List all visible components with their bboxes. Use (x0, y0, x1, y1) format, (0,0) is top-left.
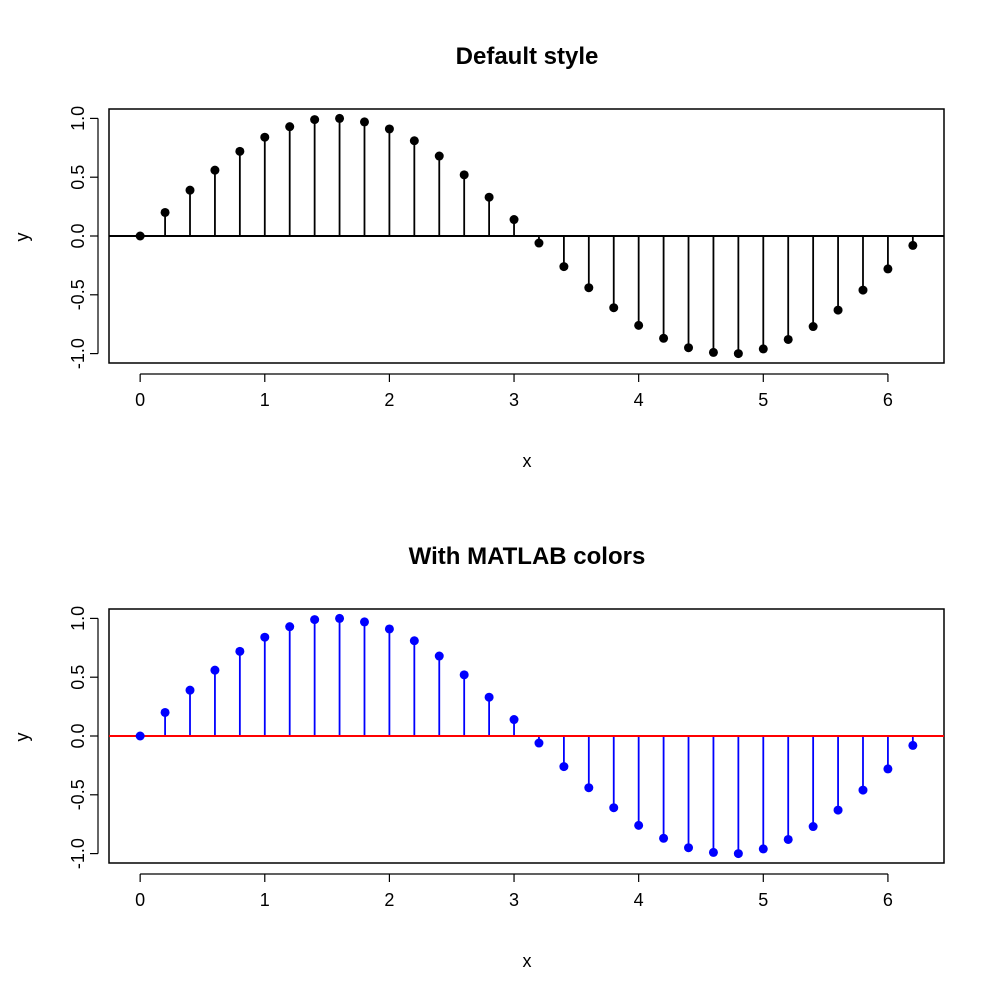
data-point (783, 334, 793, 344)
x-tick-label: 1 (260, 390, 270, 410)
x-tick-label: 4 (634, 890, 644, 910)
data-point (235, 646, 245, 656)
data-point (235, 146, 245, 156)
data-point (210, 665, 220, 675)
data-point (609, 803, 619, 813)
data-point (609, 303, 619, 313)
data-point (135, 731, 145, 741)
data-point (858, 785, 868, 795)
x-axis-label: x (523, 451, 532, 471)
data-point (733, 349, 743, 359)
data-point (908, 240, 918, 250)
data-point (634, 820, 644, 830)
data-point (659, 333, 669, 343)
data-point (359, 117, 369, 127)
x-tick-label: 5 (758, 390, 768, 410)
data-point (708, 347, 718, 357)
data-point (908, 740, 918, 750)
y-tick-label: 1.0 (68, 106, 88, 131)
data-point (758, 344, 768, 354)
data-point (733, 849, 743, 859)
data-point (684, 343, 694, 353)
data-point (409, 136, 419, 146)
chart-title: Default style (456, 43, 599, 70)
x-tick-label: 6 (883, 890, 893, 910)
data-point (534, 238, 544, 248)
data-point (559, 762, 569, 772)
x-tick-label: 3 (509, 390, 519, 410)
stem-plot-default-style: Default style x y 0 1 2 3 4 5 6 -1.0 -0.5 0.0 0.5 1… (12, 43, 945, 471)
data-point (634, 320, 644, 330)
data-point (210, 165, 220, 175)
y-tick-label: -1.0 (68, 838, 88, 869)
x-tick-label: 5 (758, 890, 768, 910)
data-point (783, 834, 793, 844)
data-point (484, 692, 494, 702)
data-point (684, 843, 694, 853)
data-point (434, 651, 444, 661)
data-point (883, 764, 893, 774)
data-point (260, 132, 270, 142)
data-point (833, 305, 843, 315)
x-tick-label: 4 (634, 390, 644, 410)
data-point (160, 707, 170, 717)
data-point (509, 715, 519, 725)
x-tick-label: 1 (260, 890, 270, 910)
y-axis-label: y (12, 733, 32, 742)
data-point (559, 262, 569, 272)
data-point (260, 632, 270, 642)
data-point (409, 636, 419, 646)
x-axis-label: x (523, 951, 532, 971)
data-point (484, 192, 494, 202)
data-point (883, 264, 893, 274)
chart-title: With MATLAB colors (409, 543, 646, 570)
data-point (384, 124, 394, 134)
stem-plot-matlab-colors: With MATLAB colors x y 0 1 2 3 4 5 6 -1.0 -0.5 0.… (12, 543, 945, 971)
data-point (335, 113, 345, 123)
data-point (708, 847, 718, 857)
y-axis-label: y (12, 233, 32, 242)
x-tick-label: 3 (509, 890, 519, 910)
data-point (584, 783, 594, 793)
data-point (534, 738, 544, 748)
data-point (359, 617, 369, 627)
data-point (335, 613, 345, 623)
data-point (135, 231, 145, 241)
data-point (160, 207, 170, 217)
data-point (808, 322, 818, 332)
data-point (509, 215, 519, 225)
y-tick-label: 0.5 (68, 165, 88, 190)
data-point (310, 115, 320, 125)
x-tick-label: 0 (135, 890, 145, 910)
data-point (808, 822, 818, 832)
y-tick-label: -1.0 (68, 338, 88, 369)
data-point (434, 151, 444, 161)
y-tick-label: 0.0 (68, 223, 88, 248)
data-point (384, 624, 394, 634)
y-tick-label: -0.5 (68, 779, 88, 810)
y-tick-label: -0.5 (68, 279, 88, 310)
data-point (459, 170, 469, 180)
data-point (758, 844, 768, 854)
data-point (858, 285, 868, 295)
data-point (310, 615, 320, 625)
x-tick-label: 2 (384, 390, 394, 410)
y-tick-label: 0.0 (68, 723, 88, 748)
data-point (459, 670, 469, 680)
data-point (285, 122, 295, 132)
data-point (833, 805, 843, 815)
x-tick-label: 2 (384, 890, 394, 910)
y-tick-label: 0.5 (68, 665, 88, 690)
x-tick-label: 6 (883, 390, 893, 410)
data-point (584, 283, 594, 293)
data-point (285, 622, 295, 632)
y-tick-label: 1.0 (68, 606, 88, 631)
data-point (185, 185, 195, 195)
data-point (659, 833, 669, 843)
x-tick-label: 0 (135, 390, 145, 410)
data-point (185, 685, 195, 695)
